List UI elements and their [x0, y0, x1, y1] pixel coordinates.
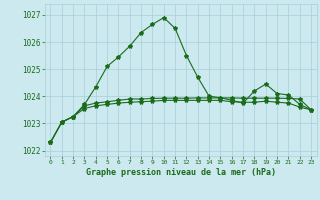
- X-axis label: Graphe pression niveau de la mer (hPa): Graphe pression niveau de la mer (hPa): [86, 168, 276, 177]
